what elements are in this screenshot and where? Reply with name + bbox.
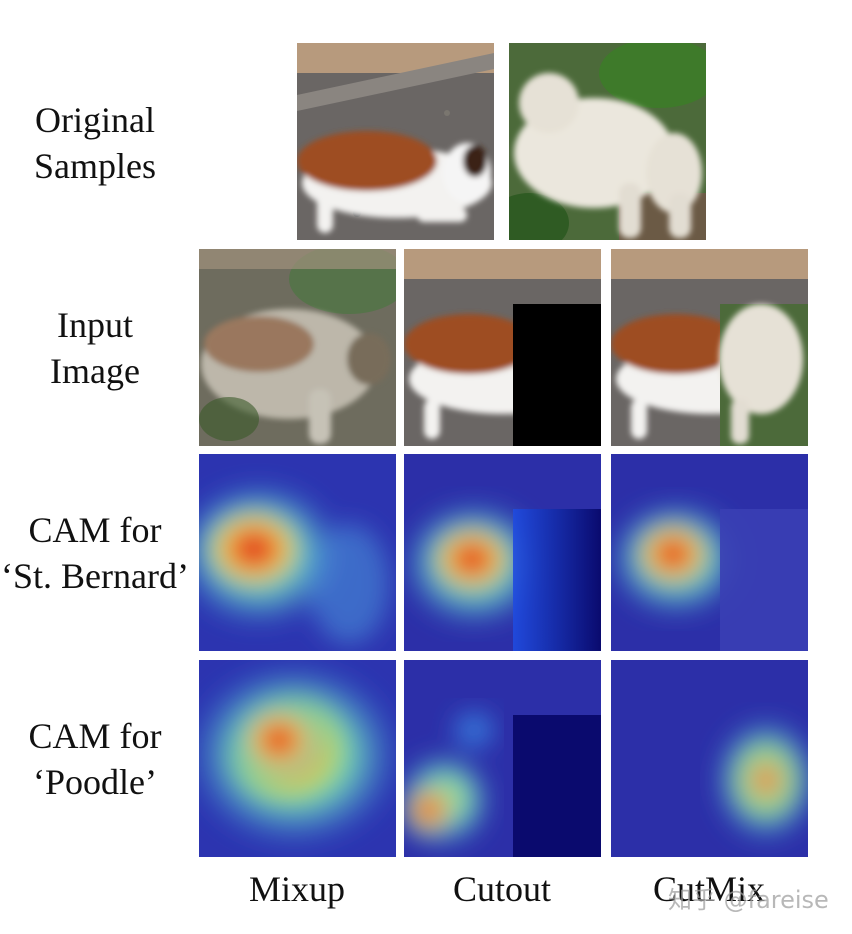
row-label-line2: ‘Poodle’ (33, 762, 157, 802)
row-label-line2: Samples (34, 146, 156, 186)
row-label-line2: Image (50, 351, 140, 391)
cutmix-heatmap-poodle (611, 660, 808, 857)
col-label-mixup: Mixup (248, 869, 345, 909)
col-label-cutmix: CutMix (652, 869, 766, 909)
row-label-line1: Original (35, 100, 155, 140)
mixup-heatmap-st-bernard (199, 454, 396, 651)
row-label-line2: ‘St. Bernard’ (1, 556, 189, 596)
row-label-cam-poodle: CAM for ‘Poodle’ (0, 713, 190, 805)
poodle-original-image (509, 43, 706, 240)
cutout-cam-poodle (404, 660, 601, 857)
row-label-line1: CAM for (28, 716, 162, 756)
col-label-cutout: Cutout (452, 869, 551, 909)
cutout-input-image (404, 249, 601, 446)
cutmix-cam-poodle (611, 660, 808, 857)
mixup-cam-st-bernard (199, 454, 396, 651)
cutout-masked-photo (404, 249, 601, 446)
st-bernard-photo (297, 43, 494, 240)
mixup-input-image (199, 249, 396, 446)
row-label-original-samples: Original Samples (0, 97, 190, 189)
row-label-line1: CAM for (28, 510, 162, 550)
cutout-heatmap-st-bernard (404, 454, 601, 651)
cutmix-composite-photo (611, 249, 808, 446)
cutmix-heatmap-st-bernard (611, 454, 808, 651)
cutout-heatmap-poodle (404, 660, 601, 857)
mixup-cam-poodle (199, 660, 396, 857)
cutout-cam-st-bernard (404, 454, 601, 651)
watermark: 知乎 @fareise (668, 886, 829, 914)
row-label-input-image: Input Image (0, 302, 190, 394)
cutout-black-patch (513, 304, 601, 446)
poodle-photo (509, 43, 706, 240)
mixup-heatmap-poodle (199, 660, 396, 857)
row-label-cam-st-bernard: CAM for ‘St. Bernard’ (0, 507, 190, 599)
row-label-line1: Input (57, 305, 133, 345)
mixup-blended-photo (199, 249, 396, 446)
cutmix-input-image (611, 249, 808, 446)
st-bernard-original-image (297, 43, 494, 240)
cutmix-cam-st-bernard (611, 454, 808, 651)
